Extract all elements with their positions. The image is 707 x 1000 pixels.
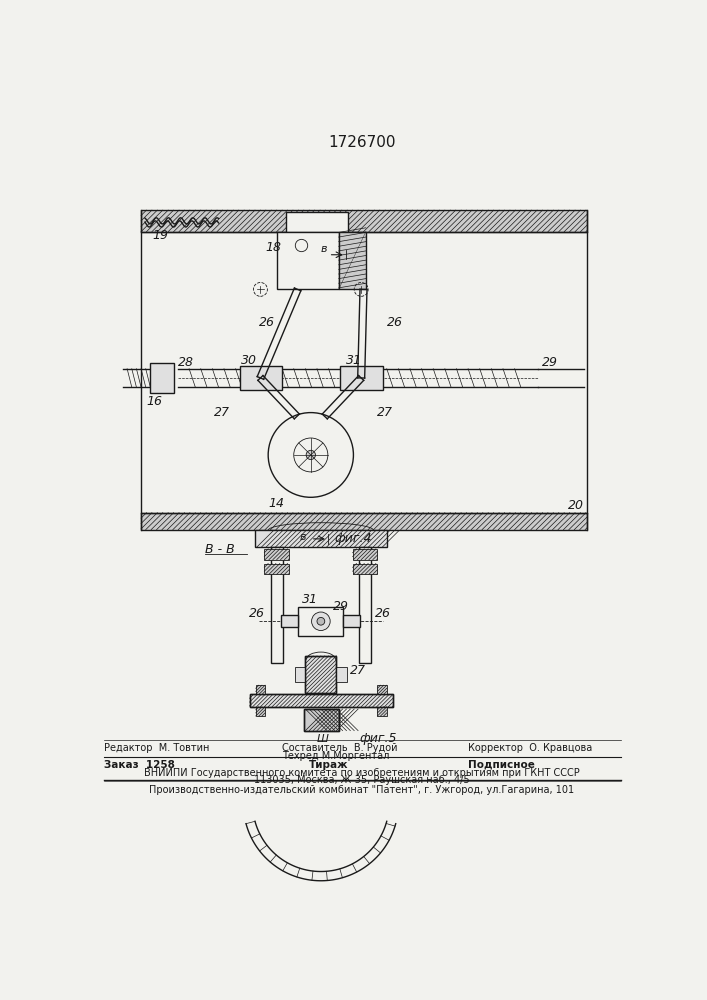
Bar <box>305 656 337 693</box>
Text: 29: 29 <box>332 600 349 613</box>
Text: Подписное: Подписное <box>468 760 535 770</box>
Text: 31: 31 <box>346 354 363 367</box>
Text: Заказ  1258: Заказ 1258 <box>104 760 175 770</box>
Text: Производственно-издательский комбинат "Патент", г. Ужгород, ул.Гагарина, 101: Производственно-издательский комбинат "П… <box>149 785 575 795</box>
Bar <box>264 564 289 574</box>
Text: ВНИИПИ Государственного комитета по изобретениям и открытиям при ГКНТ СССР: ВНИИПИ Государственного комитета по изоб… <box>144 768 580 778</box>
Bar <box>304 709 339 731</box>
Bar <box>298 607 344 636</box>
Bar <box>286 212 348 232</box>
Bar <box>304 709 339 731</box>
Bar <box>359 547 371 663</box>
Text: 26: 26 <box>249 607 265 620</box>
Text: в: в <box>300 532 306 542</box>
Text: фиг.4: фиг.4 <box>334 532 372 545</box>
Text: 1726700: 1726700 <box>328 135 396 150</box>
Text: 18: 18 <box>265 241 281 254</box>
Bar <box>276 232 339 289</box>
Text: 26: 26 <box>387 316 403 329</box>
Circle shape <box>312 612 330 631</box>
Bar <box>240 366 282 389</box>
Bar <box>264 549 289 560</box>
Text: Техред М.Моргентал: Техред М.Моргентал <box>282 751 390 761</box>
Bar <box>340 366 383 389</box>
Bar <box>141 210 588 232</box>
Bar <box>250 694 393 707</box>
Bar <box>295 667 305 682</box>
Bar <box>255 530 387 547</box>
Bar <box>378 707 387 716</box>
Text: 28: 28 <box>177 356 194 369</box>
Bar <box>271 547 283 663</box>
Text: 27: 27 <box>377 406 392 419</box>
Bar <box>256 707 265 716</box>
Bar <box>281 615 298 627</box>
Text: 31: 31 <box>301 593 317 606</box>
Bar <box>151 363 174 393</box>
Text: 27: 27 <box>349 664 366 677</box>
Text: Корректор  О. Кравцова: Корректор О. Кравцова <box>468 743 592 753</box>
Bar <box>305 656 337 693</box>
Bar <box>250 694 393 707</box>
Text: В - В: В - В <box>204 543 235 556</box>
Bar <box>353 549 378 560</box>
Text: 27: 27 <box>214 406 230 419</box>
Text: 19: 19 <box>152 229 168 242</box>
Text: фиг.5: фиг.5 <box>360 732 397 745</box>
Text: 26: 26 <box>375 607 391 620</box>
Bar <box>337 667 347 682</box>
Bar <box>141 513 588 530</box>
Text: в: в <box>321 244 327 254</box>
Text: Тираж: Тираж <box>309 760 349 770</box>
Text: 30: 30 <box>241 354 257 367</box>
Text: Ш: Ш <box>316 734 328 744</box>
Bar <box>353 564 378 574</box>
Text: 113035, Москва, Ж-35, Раушская наб., 4/5: 113035, Москва, Ж-35, Раушская наб., 4/5 <box>254 775 469 785</box>
Text: 29: 29 <box>542 356 558 369</box>
Circle shape <box>306 450 315 460</box>
Circle shape <box>317 617 325 625</box>
Text: 26: 26 <box>259 316 275 329</box>
Text: Составитель  В. Рудой: Составитель В. Рудой <box>282 743 397 753</box>
Text: 16: 16 <box>146 395 163 408</box>
Bar <box>256 685 265 694</box>
Bar <box>344 615 361 627</box>
Text: 14: 14 <box>268 497 284 510</box>
Bar <box>142 232 587 513</box>
Text: 20: 20 <box>568 499 584 512</box>
Bar <box>378 685 387 694</box>
Text: Редактор  М. Товтин: Редактор М. Товтин <box>104 743 209 753</box>
Bar <box>339 232 366 289</box>
